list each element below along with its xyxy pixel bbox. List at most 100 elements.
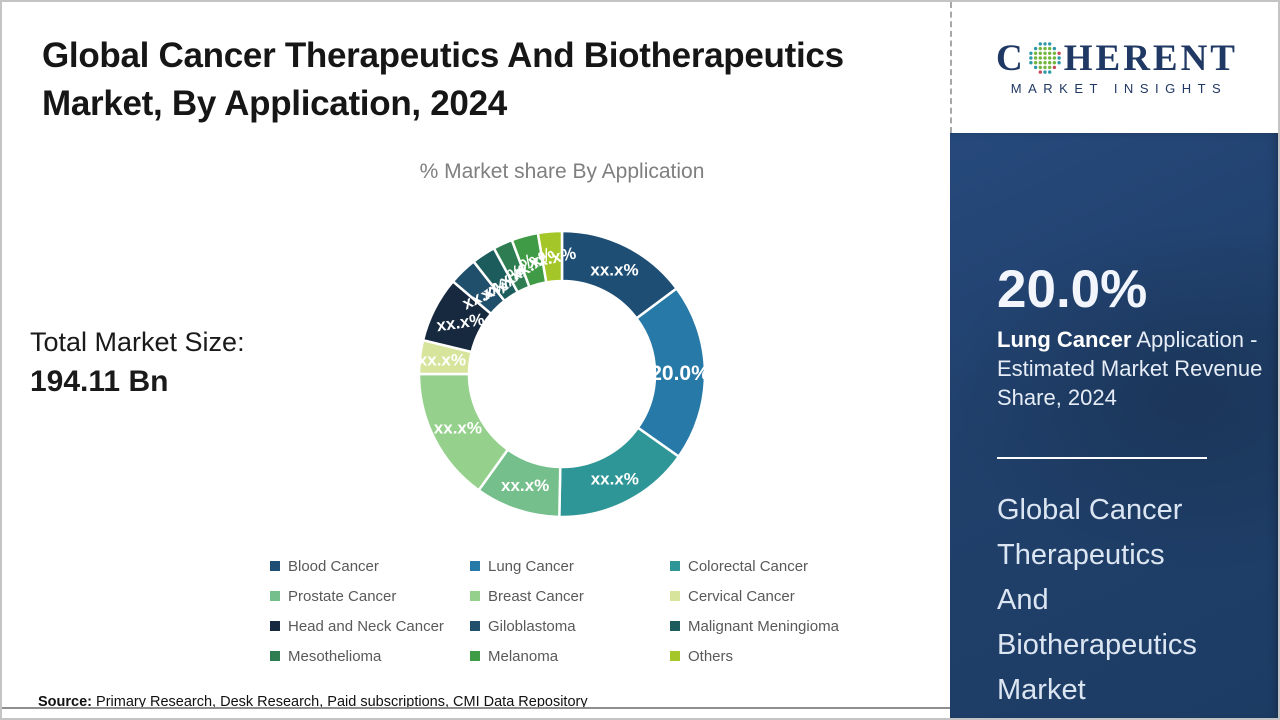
legend-name: Head and Neck Cancer [288,617,444,635]
globe-dot [1052,56,1056,60]
globe-dot [1038,42,1042,46]
globe-dot [1043,46,1047,51]
donut-segment-label: xx.x% [501,476,549,495]
total-market-size-block: Total Market Size: 194.11 Bn [30,327,245,399]
globe-dot [1047,56,1052,60]
donut-segment [536,229,564,284]
globe-dot [1043,65,1047,70]
donut-chart: xx.x%20.0%xx.x%xx.x%xx.x%xx.x%xx.x%xx.x%… [417,229,710,519]
globe-dot [1052,61,1056,65]
legend-swatch [670,561,680,571]
total-market-size-value: 194.11 Bn [30,365,169,398]
chart-subtitle: % Market share By Application [419,160,705,183]
legend-name: Melanoma [488,647,559,665]
globe-dot [1028,56,1033,60]
legend-item: Breast Cancer [470,585,670,607]
globe-dot [1043,42,1047,46]
legend-item: Prostate Cancer [270,585,470,607]
coherent-logo: C HERENT [996,40,1238,77]
globe-dot [1033,51,1038,55]
legend-item: Melanoma [470,645,670,667]
legend-swatch [270,591,280,601]
logo-text-start: C [996,37,1026,79]
globe-dot [1038,65,1042,70]
globe-dot [1038,56,1042,60]
legend-swatch [470,561,480,571]
globe-dot [1033,46,1038,51]
legend-swatch [270,621,280,631]
legend-swatch [470,621,480,631]
legend-item: Colorectal Cancer [670,555,905,577]
globe-dot [1047,46,1052,51]
globe-dot [1043,70,1047,74]
donut-segment-label: xx.x% [590,260,638,279]
legend-name: Others [688,647,734,665]
legend-name: Blood Cancer [288,557,379,575]
legend-item: Blood Cancer [270,555,470,577]
globe-dot [1057,56,1061,60]
source-text: Primary Research, Desk Research, Paid su… [96,694,588,710]
globe-dot [1052,51,1056,55]
legend-name: Prostate Cancer [288,587,397,605]
legend-swatch [270,561,280,571]
chart-legend: Blood Cancer Lung Cancer Colorectal Cancer… [270,555,905,667]
globe-dot [1028,61,1033,65]
donut-segment-label: xx.x% [434,418,482,437]
legend-item: Mesothelioma [270,645,470,667]
globe-dot [1047,65,1052,70]
globe-dot [1047,51,1052,55]
legend-name: Mesothelioma [288,647,382,665]
globe-dots-icon [1028,42,1061,74]
globe-dot [1052,65,1056,70]
legend-item: Cervical Cancer [670,585,905,607]
globe-dot [1047,42,1052,46]
legend-name: Malignant Meningioma [688,617,839,635]
globe-dot [1033,61,1038,65]
sidebar-headline: Global Cancer Therapeutics And Biotherap… [997,494,1197,706]
legend-item: Others [670,645,905,667]
page-title: Global Cancer Therapeutics And Biotherap… [42,36,844,123]
source-label: Source: [38,694,92,710]
legend-item: Head and Neck Cancer [270,615,470,637]
legend-swatch [270,651,280,661]
legend-item: Giloblastoma [470,615,670,637]
globe-dot [1043,51,1047,55]
logo-subtitle: MARKET INSIGHTS [1010,80,1228,96]
stat-rest: Application - Estimated Market Revenue S… [997,327,1263,410]
globe-dot [1047,61,1052,65]
source-line: Source: Primary Research, Desk Research,… [38,694,588,710]
stat-highlight: Lung Cancer [997,327,1132,352]
legend-name: Giloblastoma [488,617,576,635]
legend-swatch [670,621,680,631]
globe-dot [1038,70,1042,74]
total-market-size-label: Total Market Size: [30,327,245,357]
bottom-divider [2,707,950,709]
globe-dot [1047,70,1052,74]
legend-swatch [670,651,680,661]
logo-text-end: HERENT [1063,37,1238,79]
donut-segment-label: xx.x% [418,351,466,370]
globe-dot [1057,51,1061,55]
sidebar-panel: 20.0% Lung Cancer Application - Estimate… [950,133,1278,718]
globe-dot [1033,65,1038,70]
globe-dot [1038,61,1042,65]
legend-swatch [470,591,480,601]
sidebar-divider [997,457,1207,459]
legend-name: Colorectal Cancer [688,557,809,575]
legend-name: Cervical Cancer [688,587,795,605]
logo-box: C HERENT MARKET INSIGHTS [950,2,1278,133]
globe-dot [1043,56,1047,60]
stat-description: Lung Cancer Application - Estimated Mark… [997,325,1263,412]
donut-segment-label: 20.0% [650,362,710,385]
globe-dot [1038,51,1042,55]
legend-name: Breast Cancer [488,587,584,605]
legend-name: Lung Cancer [488,557,574,575]
legend-swatch [670,591,680,601]
legend-item: Malignant Meningioma [670,615,905,637]
legend-swatch [470,651,480,661]
globe-dot [1028,51,1033,55]
legend-item: Lung Cancer [470,555,670,577]
globe-dot [1057,61,1061,65]
globe-dot [1033,56,1038,60]
